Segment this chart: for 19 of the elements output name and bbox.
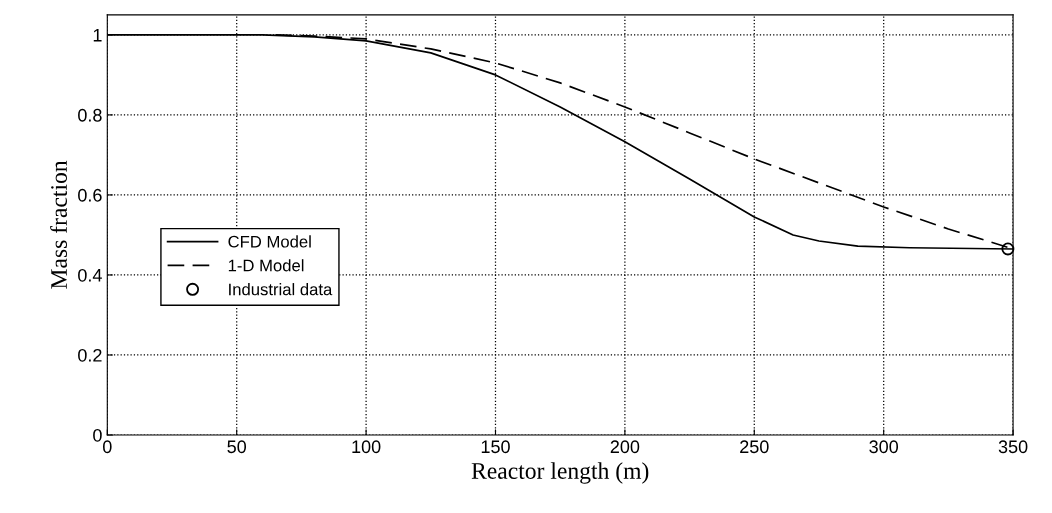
y-tick-label: 0.4	[78, 268, 102, 282]
x-tick-label: 200	[610, 440, 640, 454]
legend-label: Industrial data	[229, 283, 333, 296]
x-tick-label: 300	[869, 440, 899, 454]
x-tick-label: 150	[481, 440, 510, 454]
x-tick-label: 0	[102, 440, 112, 454]
legend-label: 1-D Model	[228, 259, 304, 272]
x-tick-label: 100	[352, 440, 381, 454]
x-tick-label: 350	[998, 440, 1028, 454]
x-axis-title: Reactor length (m)	[471, 462, 649, 484]
y-axis-title: Mass fraction	[50, 160, 67, 289]
x-tick-label: 50	[227, 440, 247, 454]
y-tick-label: 0.2	[78, 348, 102, 362]
y-tick-label: 0.6	[78, 188, 102, 202]
y-tick-label: 0	[93, 428, 102, 442]
x-tick-label: 250	[740, 440, 769, 454]
y-tick-label: 1	[93, 29, 102, 42]
y-tick-label: 0.8	[78, 108, 102, 122]
legend-label: CFD Model	[228, 235, 311, 248]
